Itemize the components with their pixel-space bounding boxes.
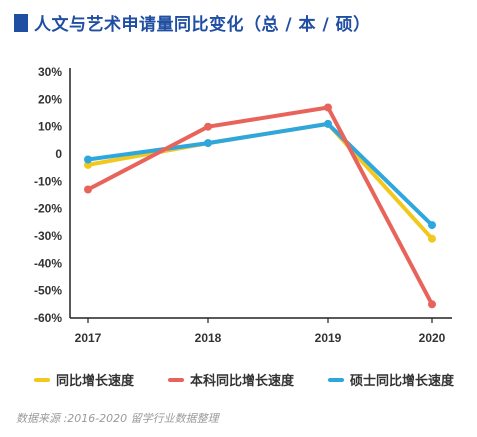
chart-series-lines xyxy=(84,103,436,309)
data-point-2-0 xyxy=(84,155,92,164)
legend-swatch-undergrad xyxy=(167,377,184,382)
x-tick-label: 2018 xyxy=(195,331,222,345)
series-line-2 xyxy=(86,121,434,228)
y-tick-label: -40% xyxy=(34,256,62,270)
y-tick-label: -60% xyxy=(34,311,62,325)
y-tick-label: -30% xyxy=(34,229,62,243)
legend-item-total: 同比增长速度 xyxy=(34,370,134,389)
chart-axes xyxy=(69,68,452,319)
legend-item-master: 硕士同比增长速度 xyxy=(327,370,454,389)
title-marker xyxy=(14,13,28,32)
x-tick-label: 2020 xyxy=(419,331,446,345)
chart-legend: 同比增长速度 本科同比增长速度 硕士同比增长速度 xyxy=(34,370,454,389)
data-point-1-2 xyxy=(324,103,332,112)
y-tick-label: -20% xyxy=(34,202,62,216)
chart-title-bar: 人文与艺术申请量同比变化（总 / 本 / 硕） xyxy=(14,10,371,35)
y-tick-label: 0 xyxy=(55,147,62,161)
y-tick-label: 20% xyxy=(38,92,62,106)
data-point-2-3 xyxy=(428,221,436,230)
legend-label-total: 同比增长速度 xyxy=(56,374,135,389)
source-note: 数据来源 :2016-2020 留学行业数据整理 xyxy=(16,412,219,425)
chart-title: 人文与艺术申请量同比变化（总 / 本 / 硕） xyxy=(34,15,371,35)
legend-swatch-total xyxy=(34,377,50,382)
y-tick-label: -10% xyxy=(34,174,62,188)
data-point-1-0 xyxy=(84,185,92,194)
legend-label-master: 硕士同比增长速度 xyxy=(349,374,454,389)
data-point-1-1 xyxy=(204,122,212,131)
data-point-2-1 xyxy=(204,139,212,148)
y-tick-labels: 30% 20% 10% 0 -10% -20% -30% -40% -50% -60% xyxy=(34,65,62,325)
x-tick-labels: 2017 2018 2019 2020 xyxy=(75,318,446,345)
data-point-1-3 xyxy=(428,300,436,309)
legend-item-undergrad: 本科同比增长速度 xyxy=(167,370,294,389)
data-point-0-3 xyxy=(428,234,436,243)
y-tick-label: -50% xyxy=(34,284,62,298)
legend-label-undergrad: 本科同比增长速度 xyxy=(189,374,294,389)
series-line-0 xyxy=(86,121,434,241)
y-tick-label: 30% xyxy=(38,65,62,79)
series-line-1 xyxy=(86,105,434,307)
legend-swatch-master xyxy=(327,377,344,382)
x-tick-label: 2017 xyxy=(75,331,102,345)
y-tick-label: 10% xyxy=(38,120,62,134)
x-tick-label: 2019 xyxy=(315,331,342,345)
data-point-2-2 xyxy=(324,119,332,128)
